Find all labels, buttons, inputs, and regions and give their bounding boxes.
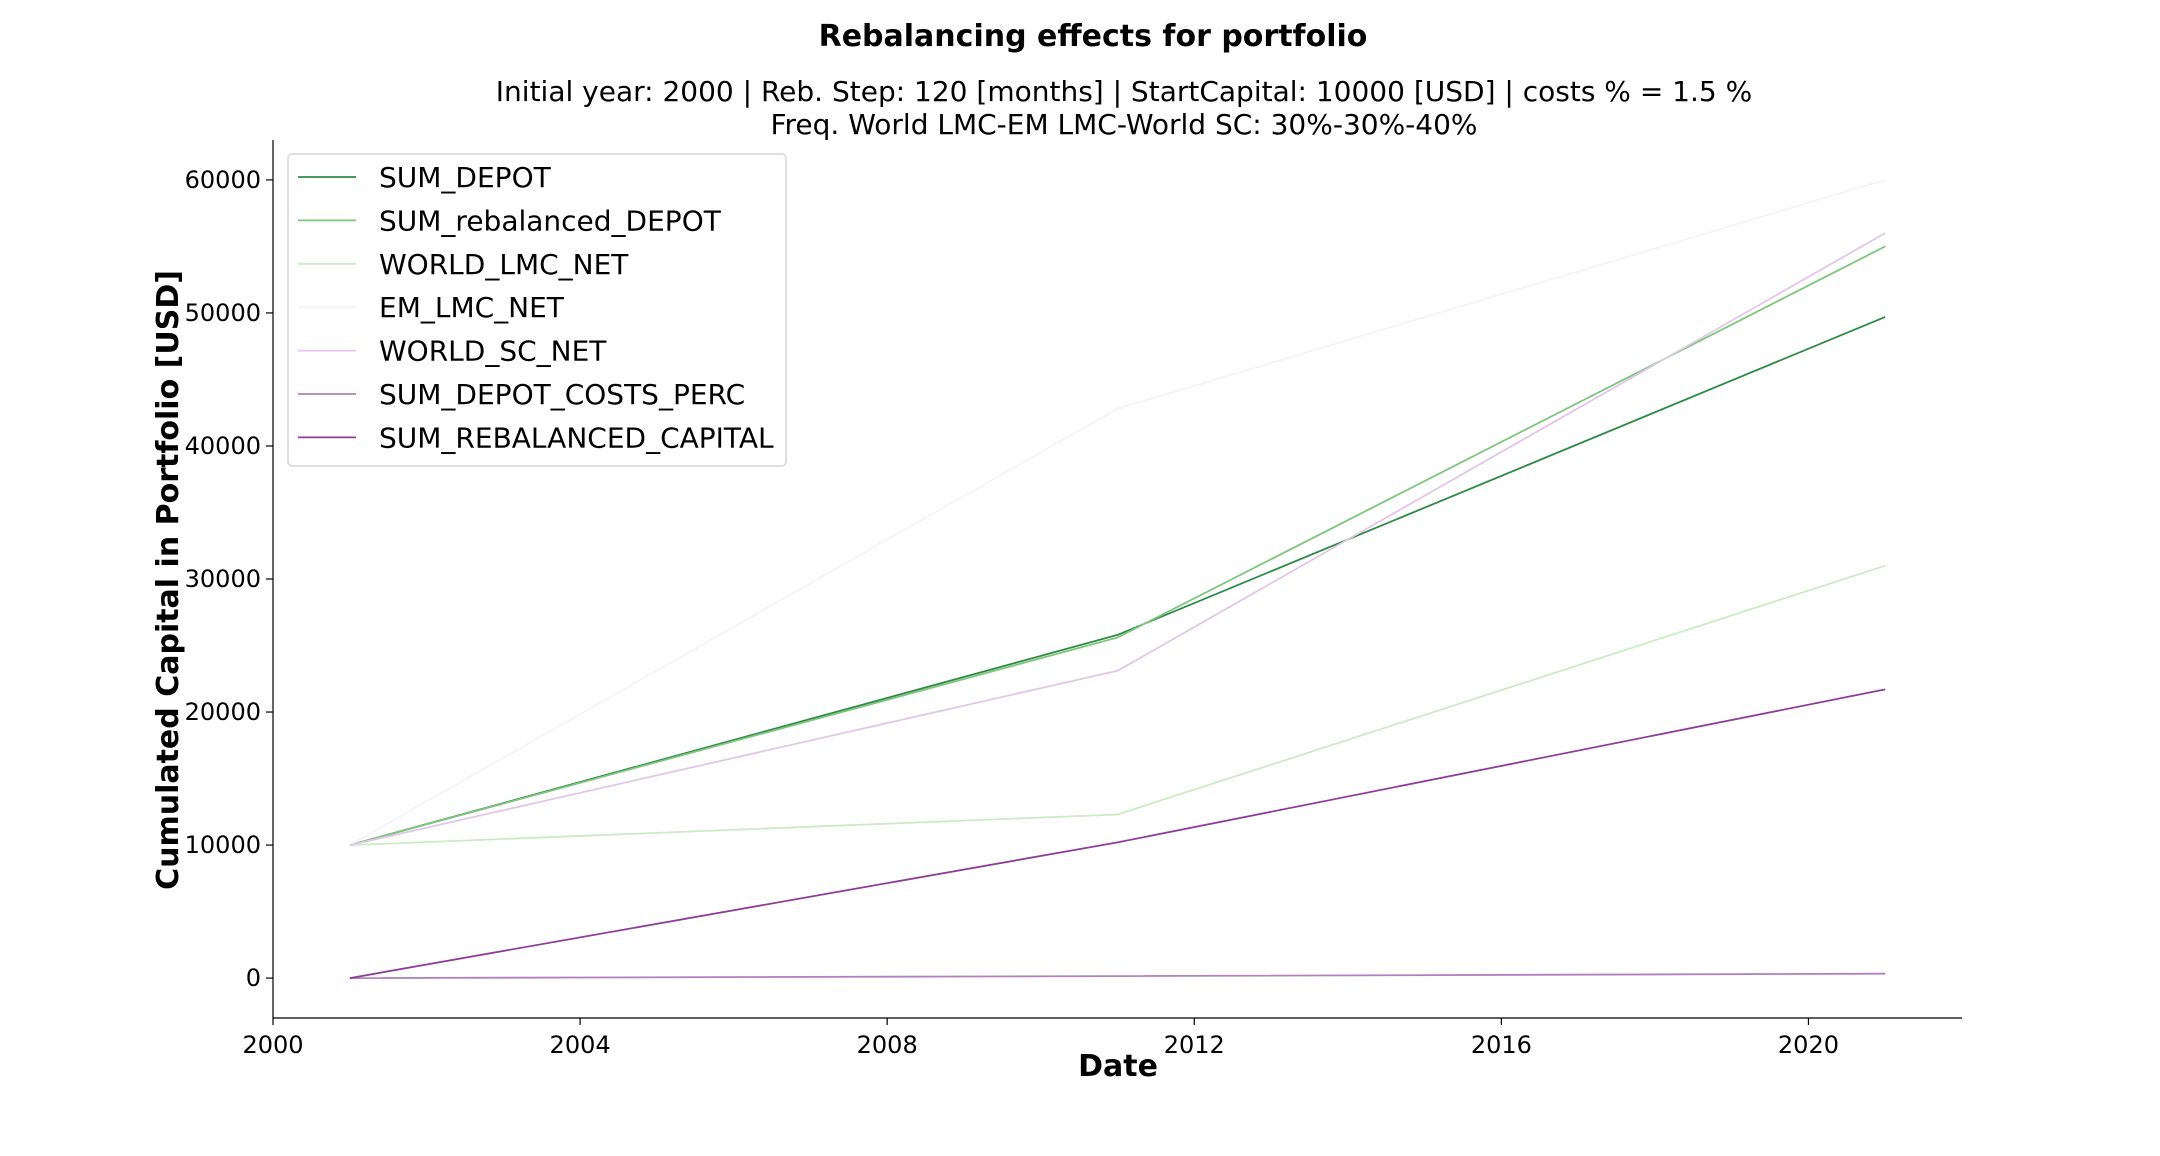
legend-label-sum-rebalanced-depot: SUM_rebalanced_DEPOT [379,204,722,237]
series-line-sum-rebalanced-depot [349,245,1886,846]
y-tick-label: 60000 [185,166,261,194]
series-line-sum-depot-costs-perc [349,972,1886,979]
legend: SUM_DEPOT SUM_rebalanced_DEPOT WORLD_LMC_N… [287,153,787,467]
y-tick-label: 0 [246,964,261,992]
x-tick-label: 2000 [242,1031,303,1059]
legend-box [287,153,787,467]
x-tick-label: 2008 [857,1031,918,1059]
chart-subtitle-line-1: Initial year: 2000 | Reb. Step: 120 [mon… [496,75,1752,108]
series-line-world-sc-net [349,232,1886,846]
legend-label-sum-rebalanced-capital: SUM_REBALANCED_CAPITAL [379,421,774,454]
series-line-sum-rebalanced-capital [349,688,1886,979]
y-tick-label: 50000 [185,299,261,327]
series-line-em-lmc-net [349,179,1886,846]
legend-label-world-lmc-net: WORLD_LMC_NET [379,248,629,281]
series-lines [349,179,1886,979]
axes: 2000 2004 2008 2012 2016 2020 0 10000 20000 30000… [185,140,1962,1059]
legend-label-sum-depot: SUM_DEPOT [379,161,552,194]
x-tick-label: 2012 [1164,1031,1225,1059]
legend-label-world-sc-net: WORLD_SC_NET [379,335,607,368]
legend-label-sum-depot-costs-perc: SUM_DEPOT_COSTS_PERC [379,378,745,411]
chart-subtitle-line-2: Freq. World LMC-EM LMC-World SC: 30%-30%… [770,108,1477,141]
x-tick-label: 2004 [550,1031,611,1059]
y-tick-label: 10000 [185,831,261,859]
y-tick-label: 30000 [185,565,261,593]
y-axis-label: Cumulated Capital in Portfolio [USD] [151,270,186,890]
y-tick-label: 20000 [185,698,261,726]
chart-title: Rebalancing effects for portfolio [819,19,1368,54]
legend-label-em-lmc-net: EM_LMC_NET [379,291,565,324]
x-axis-label: Date [1078,1049,1158,1084]
x-tick-label: 2016 [1471,1031,1532,1059]
x-tick-label: 2020 [1778,1031,1839,1059]
y-tick-label: 40000 [185,432,261,460]
series-line-world-lmc-net [349,564,1886,846]
